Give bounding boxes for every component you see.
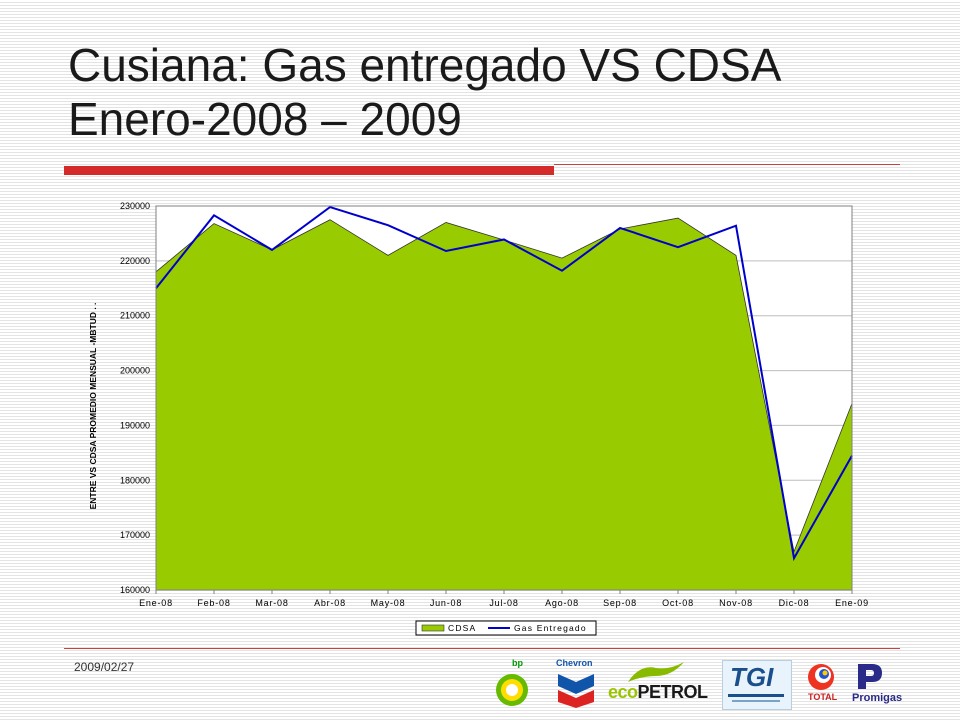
- y-tick-label: 220000: [120, 256, 150, 266]
- slide-date: 2009/02/27: [74, 660, 135, 674]
- legend-label-gas: Gas Entregado: [514, 623, 587, 633]
- y-tick-label: 170000: [120, 530, 150, 540]
- bp-helios-icon: [496, 674, 528, 706]
- tgi-logo-text: TGI: [730, 662, 774, 692]
- area-line-chart: 160000 170000 180000 190000 200000 210000 2200…: [88, 201, 869, 636]
- slide-title: Cusiana: Gas entregado VS CDSA Enero-200…: [68, 38, 928, 146]
- series-cdsa-area: [155, 217, 853, 591]
- y-tick-label: 160000: [120, 585, 150, 595]
- x-tick-label: May-08: [371, 598, 406, 608]
- ecopetrol-logo-text: ecoPETROL: [608, 682, 708, 702]
- x-tick-label: Nov-08: [719, 598, 753, 608]
- y-tick-label: 190000: [120, 420, 150, 430]
- x-tick-label: Jun-08: [430, 598, 462, 608]
- tgi-logo: TGI: [722, 660, 792, 710]
- x-tick-label: Mar-08: [255, 598, 288, 608]
- y-axis-label: ENTRE VS CDSA PROMEDIO MENSUAL -MBTUD . …: [88, 303, 98, 510]
- title-line-1: Cusiana: Gas entregado VS CDSA: [68, 39, 782, 91]
- promigas-logo: Promigas: [852, 662, 916, 710]
- x-tick-label: Feb-08: [197, 598, 230, 608]
- chevron-shield-icon: [558, 674, 594, 708]
- ecopetrol-logo: ecoPETROL: [608, 660, 714, 710]
- iguana-icon: [628, 662, 684, 682]
- x-tick-label: Dic-08: [779, 598, 810, 608]
- bp-logo: bp: [492, 658, 532, 710]
- y-tick-label: 180000: [120, 475, 150, 485]
- title-underline-accent: [64, 166, 554, 175]
- total-logo-text: TOTAL: [808, 692, 838, 702]
- chevron-logo-text: Chevron: [556, 658, 593, 668]
- x-tick-label: Ene-08: [139, 598, 173, 608]
- chevron-logo: Chevron: [554, 658, 598, 710]
- x-tick-label: Oct-08: [662, 598, 694, 608]
- total-logo: TOTAL: [802, 662, 842, 710]
- y-tick-label: 230000: [120, 201, 150, 211]
- x-tick-label: Sep-08: [603, 598, 637, 608]
- x-tick-label: Jul-08: [489, 598, 518, 608]
- x-tick-label: Ago-08: [545, 598, 579, 608]
- footer-rule: [64, 648, 900, 649]
- promigas-logo-text: Promigas: [852, 692, 903, 704]
- title-underline-rule: [554, 164, 900, 165]
- bp-logo-text: bp: [512, 658, 523, 668]
- x-tick-label: Ene-09: [835, 598, 869, 608]
- promigas-p-icon: [858, 664, 882, 689]
- title-line-2: Enero-2008 – 2009: [68, 93, 462, 145]
- y-tick-label: 200000: [120, 366, 150, 376]
- sponsor-logos: bp Chevron ecoPETROL TGI: [484, 656, 944, 716]
- chart-container: 160000 170000 180000 190000 200000 210000 2200…: [80, 196, 880, 642]
- series-gas-entregado-line: [155, 205, 853, 562]
- legend-swatch-cdsa: [421, 624, 445, 632]
- legend-label-cdsa: CDSA: [448, 623, 476, 633]
- x-tick-label: Abr-08: [314, 598, 346, 608]
- total-globe-icon: [808, 664, 834, 690]
- y-tick-label: 210000: [120, 311, 150, 321]
